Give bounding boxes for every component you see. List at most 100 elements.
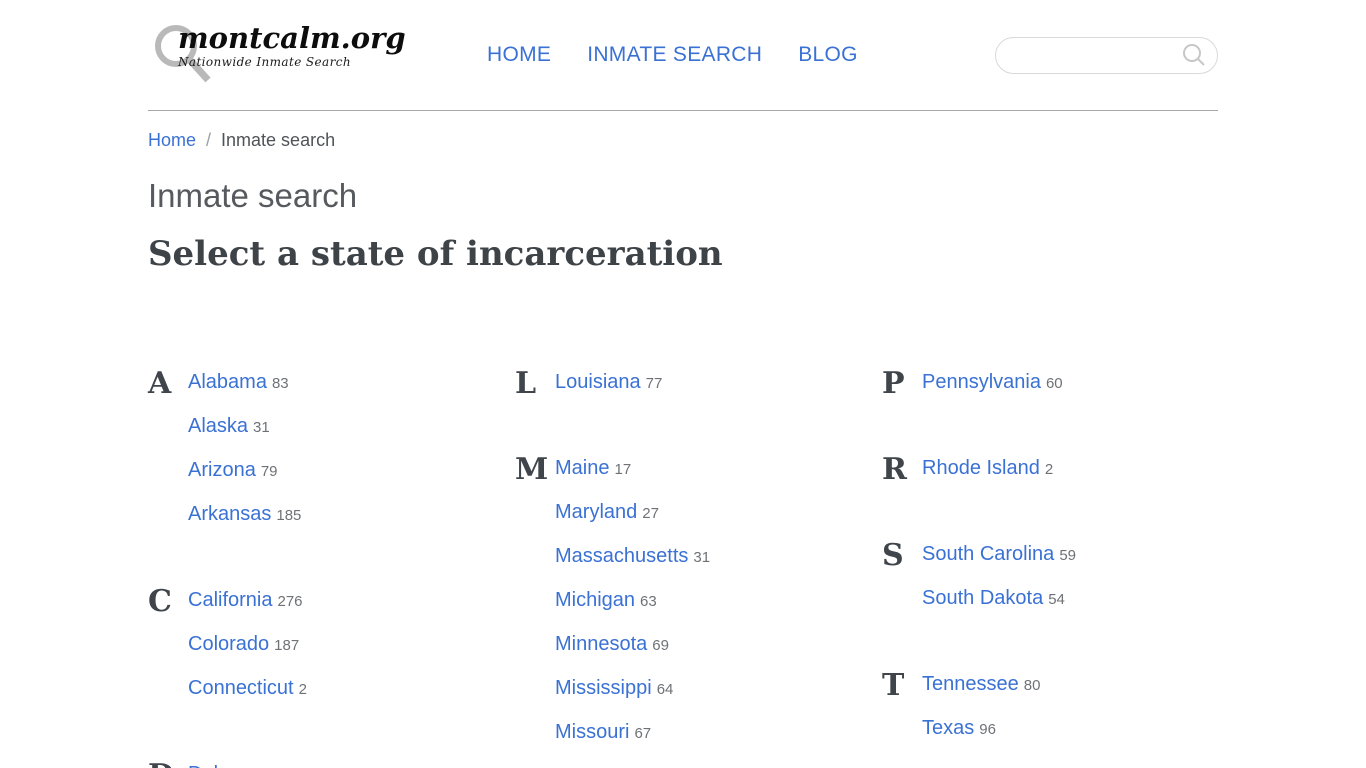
page-container: montcalm.org Nationwide Inmate Search HO…	[148, 0, 1218, 768]
state-link-mississippi[interactable]: Mississippi	[555, 677, 652, 699]
site-header: montcalm.org Nationwide Inmate Search HO…	[148, 0, 1218, 111]
list-item: Missouri 67	[555, 713, 710, 757]
state-list: Pennsylvania 60	[922, 363, 1063, 407]
state-list: Louisiana 77	[555, 363, 662, 407]
group-letter: R	[882, 452, 907, 487]
state-link-california[interactable]: California	[188, 589, 273, 611]
state-link-alabama[interactable]: Alabama	[188, 371, 267, 393]
letter-group-p: P Pennsylvania 60	[882, 363, 1218, 407]
letter-group-t: T Tennessee 80 Texas 96	[882, 665, 1218, 753]
state-link-tennessee[interactable]: Tennessee	[922, 673, 1019, 695]
state-link-alaska[interactable]: Alaska	[188, 415, 249, 437]
list-item: California 276	[188, 581, 307, 625]
state-count: 27	[642, 505, 659, 522]
page-title: Inmate search	[148, 177, 358, 214]
list-item: South Carolina 59	[922, 535, 1076, 579]
state-count: 54	[1048, 591, 1065, 608]
logo-text: montcalm.org Nationwide Inmate Search	[178, 22, 406, 69]
nav-link-inmate-search[interactable]: INMATE SEARCH	[587, 43, 763, 66]
state-link-texas[interactable]: Texas	[922, 717, 975, 739]
state-count: 79	[260, 463, 278, 480]
list-item: Alaska 31	[188, 407, 301, 451]
state-link-montana[interactable]: Montana	[555, 765, 633, 768]
list-item: Montana	[555, 757, 710, 768]
state-link-missouri[interactable]: Missouri	[555, 721, 630, 743]
states-column-2: L Louisiana 77 M Maine 17 Maryland 27 Massachuse…	[515, 363, 882, 768]
letter-group-d: DDelaware9	[148, 755, 515, 768]
group-letter: T	[882, 668, 905, 703]
state-count: 67	[634, 725, 652, 742]
state-link-maine[interactable]: Maine	[555, 457, 610, 479]
list-item: Pennsylvania 60	[922, 363, 1063, 407]
list-item: Louisiana 77	[555, 363, 662, 407]
breadcrumb-home-link[interactable]: Home	[148, 130, 197, 150]
state-link-minnesota[interactable]: Minnesota	[555, 633, 648, 655]
logo-title: montcalm.org	[178, 21, 406, 55]
state-count: 31	[253, 419, 270, 436]
letter-group-s: S South Carolina 59 South Dakota 54	[882, 535, 1218, 623]
nav-link-blog[interactable]: BLOG	[798, 43, 858, 66]
logo-tagline: Nationwide Inmate Search	[178, 55, 351, 69]
list-item: South Dakota 54	[922, 579, 1076, 623]
state-link-delaware[interactable]: Delaware	[188, 763, 272, 768]
list-item: Maine 17	[555, 449, 710, 493]
state-link-colorado[interactable]: Colorado	[188, 633, 270, 655]
state-link-south-carolina[interactable]: South Carolina	[922, 543, 1055, 565]
list-item: Maryland 27	[555, 493, 710, 537]
state-link-rhode-island[interactable]: Rhode Island	[922, 457, 1040, 479]
state-link-massachusetts[interactable]: Massachusetts	[555, 545, 689, 567]
state-count: 96	[979, 721, 996, 738]
state-link-maryland[interactable]: Maryland	[555, 501, 638, 523]
state-count: 2	[1044, 461, 1054, 478]
breadcrumb-separator: /	[206, 130, 212, 150]
state-list: Rhode Island 2	[922, 449, 1053, 493]
state-count: 63	[640, 593, 657, 610]
state-link-michigan[interactable]: Michigan	[555, 589, 636, 611]
letter-group-r: R Rhode Island 2	[882, 449, 1218, 493]
state-count: 276	[277, 593, 303, 610]
breadcrumb-current: Inmate search	[221, 130, 336, 150]
states-column-3: P Pennsylvania 60 R Rhode Island 2 S South Caro…	[882, 363, 1218, 768]
letter-group-l: L Louisiana 77	[515, 363, 882, 407]
state-link-louisiana[interactable]: Louisiana	[555, 371, 641, 393]
state-count: 17	[614, 461, 632, 478]
list-item: Rhode Island 2	[922, 449, 1053, 493]
site-logo[interactable]: montcalm.org Nationwide Inmate Search	[148, 20, 406, 90]
list-item: Colorado 187	[188, 625, 307, 669]
list-item: Connecticut 2	[188, 669, 307, 713]
group-letter: P	[882, 366, 905, 401]
state-link-connecticut[interactable]: Connecticut	[188, 677, 294, 699]
group-letter: L	[515, 366, 537, 401]
breadcrumb: Home / Inmate search	[148, 130, 1218, 151]
main-nav: HOME INMATE SEARCH BLOG	[487, 43, 858, 67]
state-count: 69	[652, 637, 669, 654]
list-item: Alabama 83	[188, 363, 301, 407]
state-count: 60	[1045, 375, 1063, 392]
letter-group-a: A Alabama 83 Alaska 31 Arizona 79 Arkansas 185	[148, 363, 515, 539]
state-link-arizona[interactable]: Arizona	[188, 459, 256, 481]
state-link-pennsylvania[interactable]: Pennsylvania	[922, 371, 1041, 393]
list-item: Arizona 79	[188, 451, 301, 495]
state-count: 59	[1059, 547, 1076, 564]
list-item: Delaware9	[188, 755, 286, 768]
search-icon[interactable]	[1180, 42, 1208, 70]
group-letter: D	[148, 755, 188, 768]
group-letter: C	[148, 584, 172, 619]
search-input[interactable]	[995, 36, 1218, 74]
list-item: Massachusetts 31	[555, 537, 710, 581]
state-count: 83	[271, 375, 289, 392]
state-link-south-dakota[interactable]: South Dakota	[922, 587, 1044, 609]
list-item: Arkansas 185	[188, 495, 301, 539]
nav-link-home[interactable]: HOME	[487, 43, 552, 66]
state-link-arkansas[interactable]: Arkansas	[188, 503, 272, 525]
group-letter: M	[515, 452, 549, 487]
state-list: Maine 17 Maryland 27 Massachusetts 31 Michigan…	[555, 449, 710, 768]
state-count: 185	[276, 507, 302, 524]
state-count: 187	[274, 637, 300, 654]
list-item: Tennessee 80	[922, 665, 1040, 709]
search-box	[995, 36, 1218, 74]
states-grid: A Alabama 83 Alaska 31 Arizona 79 Arkansas 185 C C…	[148, 363, 1218, 768]
state-count: 77	[645, 375, 663, 392]
state-count: 31	[693, 549, 711, 566]
page-subtitle: Select a state of incarceration	[148, 234, 723, 274]
